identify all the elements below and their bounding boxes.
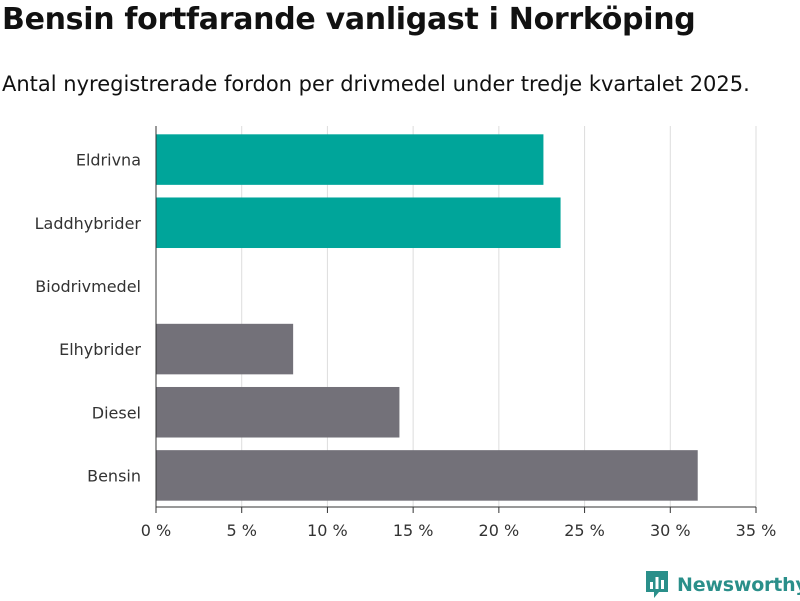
- category-label: Bensin: [87, 466, 141, 485]
- gridlines: [241, 126, 757, 507]
- bar-diesel: [156, 386, 400, 438]
- bar-elhybrider: [156, 323, 294, 375]
- brand-logo: Newsworthy: [644, 569, 800, 601]
- x-tick-label: 10 %: [307, 521, 348, 540]
- x-tick-label: 20 %: [479, 521, 520, 540]
- bar-eldrivna: [156, 134, 544, 185]
- axes: 0 % 5 % 10 % 15 % 20 % 25 % 30 % 35 %: [141, 126, 777, 540]
- bar-bensin: [156, 450, 698, 501]
- category-label: Eldrivna: [76, 151, 141, 170]
- bar-laddhybrider: [156, 197, 561, 249]
- x-tick-label: 5 %: [226, 521, 256, 540]
- category-label: Diesel: [92, 403, 141, 422]
- x-tick-label: 25 %: [564, 521, 605, 540]
- brand-name: Newsworthy: [677, 574, 800, 596]
- x-tick-label: 0 %: [141, 521, 171, 540]
- x-tick-label: 30 %: [650, 521, 691, 540]
- x-tick-label: 35 %: [736, 521, 777, 540]
- chart-subtitle: Antal nyregistrerade fordon per drivmede…: [2, 72, 750, 96]
- category-label: Elhybrider: [59, 340, 141, 359]
- x-tick-label: 15 %: [393, 521, 434, 540]
- chart-title: Bensin fortfarande vanligast i Norrköpin…: [2, 2, 696, 37]
- category-labels: Eldrivna Laddhybrider Biodrivmedel Elhybrid…: [35, 151, 142, 486]
- category-label: Biodrivmedel: [35, 277, 141, 296]
- bars: [156, 134, 698, 501]
- newsworthy-bar-chart-icon: [646, 571, 668, 598]
- category-label: Laddhybrider: [35, 214, 142, 233]
